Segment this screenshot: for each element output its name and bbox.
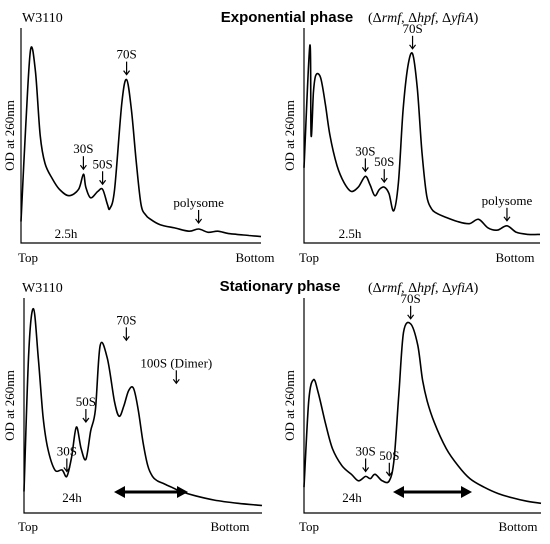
peak-annotation: polysome <box>173 195 224 224</box>
annotation-arrowhead <box>407 314 415 320</box>
peak-annotation: 30S <box>57 443 77 473</box>
annotation-label: 50S <box>379 448 399 463</box>
chart-panel-bottom-right: (Δrmf, Δhpf, ΔyfiA) OD at 260nm Top Bottom 2… <box>282 281 542 534</box>
x-label-bottom: Bottom <box>235 250 274 265</box>
y-axis-label: OD at 260nm <box>2 100 17 171</box>
peak-annotation: 50S <box>379 448 399 477</box>
annotation-label: polysome <box>173 195 224 210</box>
profile-line <box>303 44 541 236</box>
axes <box>23 298 262 514</box>
x-label-bottom: Bottom <box>495 250 534 265</box>
annotation-label: 70S <box>116 312 136 327</box>
annotation-arrowhead <box>122 335 130 342</box>
x-label-bottom: Bottom <box>498 519 537 534</box>
peak-annotation: 70S <box>402 21 423 50</box>
peak-annotation: 70S <box>116 47 137 76</box>
annotation-arrowhead <box>99 179 107 186</box>
axes <box>20 28 261 244</box>
y-axis-label: OD at 260nm <box>282 100 297 171</box>
annotation-label: 100S (Dimer) <box>140 355 212 370</box>
annotation-arrowhead <box>82 417 90 423</box>
peak-annotation: 70S <box>116 312 136 342</box>
annotation-label: 70S <box>402 21 422 36</box>
y-axis-label: OD at 260nm <box>282 370 297 441</box>
peak-annotation: 50S <box>92 156 113 186</box>
time-label: 2.5h <box>55 226 78 241</box>
annotation-arrowhead <box>172 378 180 385</box>
strain-label: W3110 <box>22 281 63 296</box>
y-axis-label: OD at 260nm <box>2 370 17 441</box>
x-label-top: Top <box>299 250 319 265</box>
time-label: 24h <box>62 490 82 505</box>
profile-line <box>23 307 263 507</box>
peak-annotation: polysome <box>482 193 533 222</box>
strain-label: (Δrmf, Δhpf, ΔyfiA) <box>368 281 479 296</box>
strain-label: W3110 <box>22 11 63 26</box>
chart-panel-bottom-left: W3110 OD at 260nm Top Bottom 24h 30S 50S 70S 100… <box>2 281 263 534</box>
double-arrow-head-right <box>461 486 472 498</box>
annotation-label: 30S <box>356 443 376 458</box>
annotation-label: 30S <box>355 143 375 158</box>
strain-label: (Δrmf, Δhpf, ΔyfiA) <box>368 11 479 26</box>
annotation-label: 30S <box>73 141 93 156</box>
profile-line <box>20 46 262 238</box>
time-label: 2.5h <box>339 226 362 241</box>
peak-annotation: 70S <box>401 291 421 320</box>
axes <box>303 28 540 244</box>
stationary-phase-heading: Stationary phase <box>220 278 341 295</box>
x-label-top: Top <box>18 250 38 265</box>
annotation-arrowhead <box>123 70 131 76</box>
annotation-arrowhead <box>409 44 417 50</box>
peak-annotation: 30S <box>355 143 375 173</box>
annotation-label: 50S <box>76 394 96 409</box>
double-arrow <box>114 486 188 498</box>
annotation-label: 50S <box>92 156 112 171</box>
chart-panel-top-right: (Δrmf, Δhpf, ΔyfiA) OD at 260nm Top Bottom 2… <box>282 11 541 265</box>
annotation-arrowhead <box>503 216 511 222</box>
annotation-label: 30S <box>57 443 77 458</box>
annotation-label: 70S <box>116 47 136 62</box>
annotation-arrowhead <box>361 166 369 173</box>
peak-annotation: 50S <box>374 154 394 184</box>
time-label: 24h <box>342 490 362 505</box>
double-arrow <box>393 486 472 498</box>
annotation-arrowhead <box>79 164 87 171</box>
annotation-arrowhead <box>380 177 388 184</box>
x-label-bottom: Bottom <box>210 519 249 534</box>
peak-annotation: 100S (Dimer) <box>140 355 212 385</box>
x-label-top: Top <box>18 519 38 534</box>
annotation-label: polysome <box>482 193 533 208</box>
peak-annotation: 30S <box>356 443 376 473</box>
annotation-arrowhead <box>63 467 71 473</box>
double-arrow-head-right <box>177 486 188 498</box>
annotation-arrowhead <box>195 218 203 224</box>
exponential-phase-heading: Exponential phase <box>221 9 354 26</box>
annotation-arrowhead <box>362 467 370 473</box>
axes <box>303 298 541 514</box>
profile-line <box>303 321 542 505</box>
peak-annotation: 50S <box>76 394 96 423</box>
x-label-top: Top <box>299 519 319 534</box>
annotation-label: 70S <box>401 291 421 306</box>
annotation-arrowhead <box>385 471 393 477</box>
peak-annotation: 30S <box>73 141 94 171</box>
annotation-label: 50S <box>374 154 394 169</box>
double-arrow-head-left <box>114 486 125 498</box>
double-arrow-head-left <box>393 486 404 498</box>
